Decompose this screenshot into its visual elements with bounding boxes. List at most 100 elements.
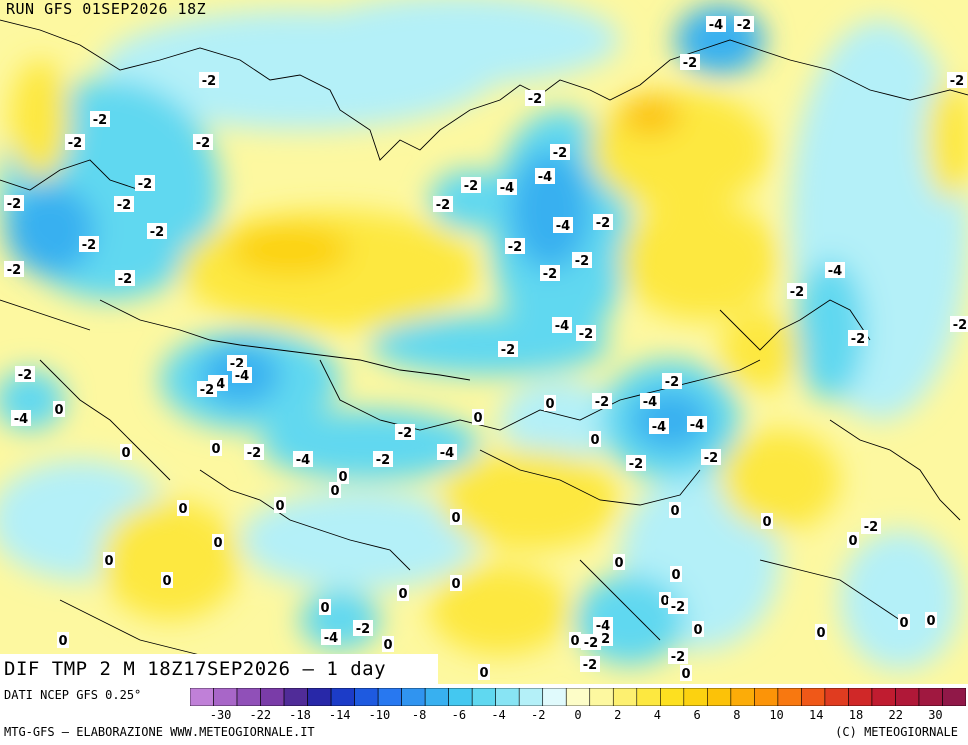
cold-anomaly [370, 315, 610, 375]
legend-tick-label: 14 [809, 708, 824, 722]
contour-label: -2 [68, 136, 82, 151]
contour-label: -4 [500, 181, 514, 196]
contour-label: 0 [473, 411, 482, 426]
country-border [199, 469, 411, 571]
contour-label: -4 [296, 453, 310, 468]
contour-label: -2 [953, 318, 967, 333]
legend-color-swatch [236, 688, 261, 706]
contour-label-bg [437, 444, 457, 460]
contour-label: -4 [235, 369, 249, 384]
contour-label: -2 [118, 272, 132, 287]
country-border [719, 299, 871, 351]
legend-color-swatch [354, 688, 379, 706]
contour-label: -2 [790, 285, 804, 300]
country-border [39, 359, 171, 481]
credit-right: (C) METEOGIORNALE [835, 725, 958, 739]
contour-label-bg [147, 223, 167, 239]
contour-label: -2 [464, 179, 478, 194]
contour-label: 0 [848, 534, 857, 549]
contour-label-bg [553, 217, 573, 233]
legend-color-swatch [589, 688, 614, 706]
contour-label: -2 [596, 216, 610, 231]
warm-anomaly [925, 80, 968, 200]
cold-anomaly [795, 260, 865, 400]
contour-label: -2 [671, 600, 685, 615]
contour-label-bg [576, 325, 596, 341]
temperature-difference-map: -4 -2 -2 -2 -2 -2 -2 -2 -2 -2 -4 -2 -2 -4 -2 -2 -2 -4 -2 -2… [0, 0, 968, 684]
contour-label-bg [692, 621, 704, 637]
legend-tick-label: 8 [733, 708, 741, 722]
contour-label: -4 [643, 395, 657, 410]
cold-anomaly [260, 410, 480, 480]
contour-label-bg [640, 393, 660, 409]
contour-label-bg [199, 72, 219, 88]
data-source-label: DATI NCEP GFS 0.25° [4, 688, 142, 702]
map-canvas: -4 -2 -2 -2 -2 -2 -2 -2 -2 -2 -4 -2 -2 -4 -2 -2 -2 -4 -2 -2… [0, 0, 968, 684]
contour-label-bg [670, 566, 682, 582]
contour-label-bg [115, 270, 135, 286]
map-title: DIF TMP 2 M 18Z17SEP2026 – 1 day [0, 654, 438, 684]
contour-label: -2 [665, 375, 679, 390]
contour-label: -2 [508, 240, 522, 255]
contour-label-bg [552, 317, 572, 333]
contour-label-bg [177, 500, 189, 516]
contour-label: 0 [451, 511, 460, 526]
contour-label-bg [90, 111, 110, 127]
legend-color-swatch [848, 688, 873, 706]
contour-label-bg [120, 444, 132, 460]
contour-label: -2 [543, 267, 557, 282]
contour-label: 0 [681, 667, 690, 682]
contour-label: 0 [213, 536, 222, 551]
contour-label: -2 [737, 18, 751, 33]
contour-label-bg [649, 418, 669, 434]
contour-label: 0 [762, 515, 771, 530]
contour-label-bg [212, 534, 224, 550]
contour-label: -2 [7, 197, 21, 212]
contour-label-bg [825, 262, 845, 278]
contour-label: -2 [501, 343, 515, 358]
contour-label-bg [373, 451, 393, 467]
warm-anomaly [620, 95, 680, 135]
coastline [0, 159, 141, 191]
contour-label-bg [572, 252, 592, 268]
legend-tick-label: -4 [491, 708, 506, 722]
contour-label-bg [593, 617, 613, 633]
contour-label: -2 [138, 177, 152, 192]
contour-label: -2 [93, 113, 107, 128]
contour-label-bg [274, 497, 286, 513]
legend-color-swatch [871, 688, 896, 706]
contour-label: -2 [584, 636, 598, 651]
contour-label-bg [53, 401, 65, 417]
warm-anomaly [230, 225, 350, 275]
contour-label: -4 [14, 412, 28, 427]
contour-label-bg [337, 468, 349, 484]
warm-anomaly [620, 200, 780, 320]
legend-tick-label: -22 [249, 708, 272, 722]
run-title: RUN GFS 01SEP2026 18Z [6, 0, 207, 18]
legend-color-swatch [377, 688, 402, 706]
contour-label-bg [498, 341, 518, 357]
contour-label-bg [161, 572, 173, 588]
legend-color-swatch [801, 688, 826, 706]
contour-label-bg [103, 552, 115, 568]
contour-label: 0 [320, 601, 329, 616]
contour-label-bg [593, 214, 613, 230]
neutral-zone [840, 530, 960, 670]
contour-label-bg [550, 144, 570, 160]
contour-label-bg [569, 632, 581, 648]
contour-label-bg [861, 518, 881, 534]
legend-color-swatch [707, 688, 732, 706]
legend-color-swatch [636, 688, 661, 706]
legend-color-swatch [213, 688, 238, 706]
legend-tick-label: -10 [368, 708, 391, 722]
legend-tick-label: -2 [531, 708, 546, 722]
contour-label: -2 [528, 92, 542, 107]
contour-label: -2 [117, 198, 131, 213]
legend-tick-label: 22 [888, 708, 903, 722]
contour-label-bg [4, 195, 24, 211]
legend-color-swatch [307, 688, 332, 706]
legend-color-swatch [190, 688, 214, 706]
legend-tick-label: 30 [928, 708, 943, 722]
contour-label: -2 [247, 446, 261, 461]
contour-label: 0 [479, 666, 488, 681]
